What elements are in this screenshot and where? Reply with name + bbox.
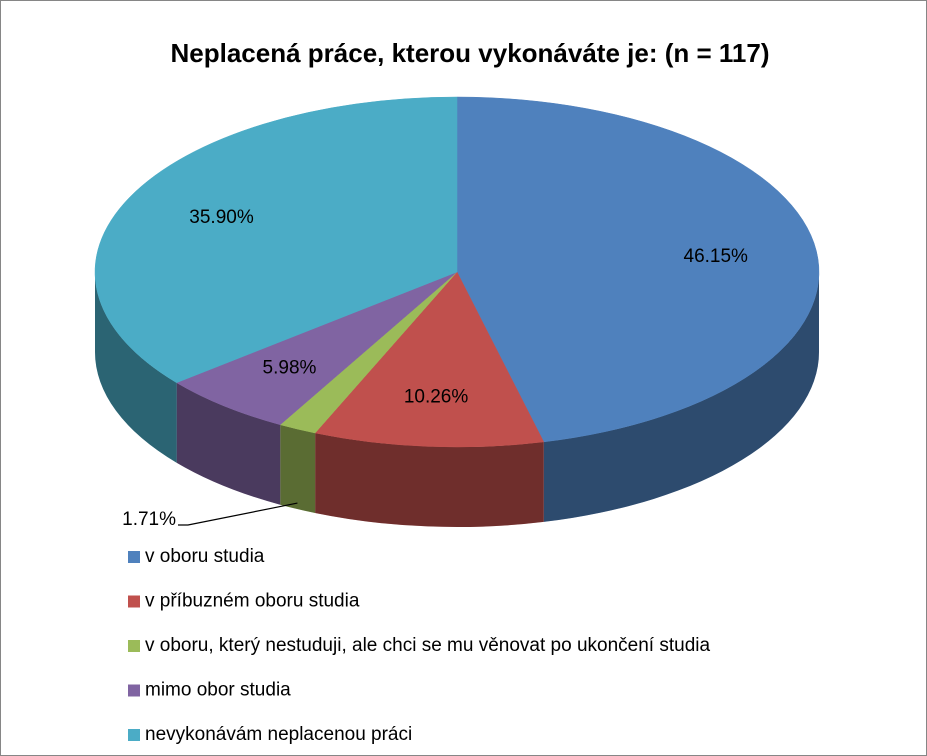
pie-side (315, 432, 544, 527)
legend-label: v příbuzném oboru studia (145, 591, 360, 612)
chart-title: Neplacená práce, kterou vykonáváte je: (… (170, 38, 769, 68)
pie-side (543, 272, 820, 522)
data-label: 10.26% (404, 387, 469, 408)
pie-slice (176, 271, 458, 425)
pie-side (280, 424, 316, 513)
data-label: 35.90% (189, 207, 254, 228)
legend-swatch (128, 595, 140, 608)
pie-slice (314, 271, 545, 448)
legend-swatch (128, 551, 140, 563)
legend-label: v oboru studia (145, 546, 265, 567)
pie-side-shade (280, 424, 316, 513)
data-label: 46.15% (684, 246, 749, 267)
pie-side-shade (315, 432, 544, 527)
pie-side (176, 382, 281, 505)
data-label: 1.71% (122, 509, 176, 530)
legend-label: mimo obor studia (145, 680, 291, 701)
legend-swatch (128, 640, 140, 652)
pie-slice (456, 96, 820, 443)
data-label: 5.98% (263, 358, 317, 379)
leader-line (178, 502, 298, 526)
legend-swatch (128, 729, 140, 741)
pie-side-shade (95, 272, 177, 463)
legend-swatch (128, 684, 140, 697)
pie-side-shade (176, 382, 281, 505)
legend-label: nevykonávám neplacenou práci (145, 724, 412, 745)
legend-label: v oboru, který nestuduji, ale chci se mu… (145, 635, 710, 656)
pie-side-shade (543, 272, 820, 522)
pie-slice (94, 96, 458, 383)
pie-side (95, 272, 177, 463)
